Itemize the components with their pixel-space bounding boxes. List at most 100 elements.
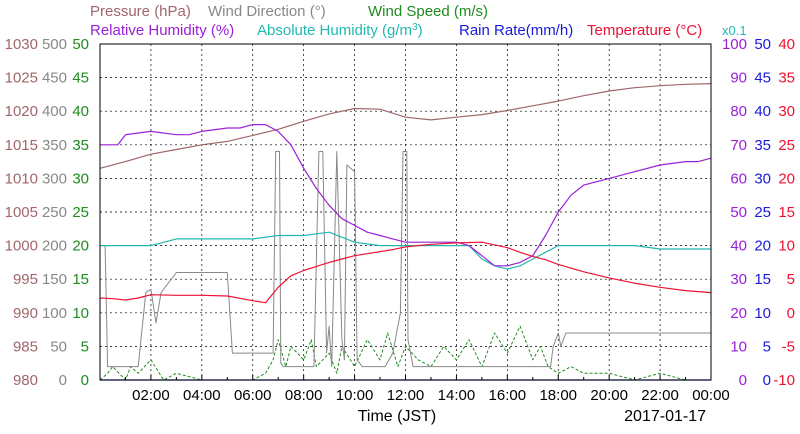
y-tick-label-wind-direction: 500	[42, 36, 67, 53]
right-axes: 0102030405060708090100051015202530354045…	[722, 36, 795, 389]
y-tick-label-pressure: 1025	[5, 70, 38, 87]
y-tick-label-wind-direction: 250	[42, 204, 67, 221]
y-tick-label-rain-rate: 0	[763, 372, 771, 389]
legend-item: Wind Direction (°)	[208, 3, 326, 20]
legend-text-end: )	[418, 22, 423, 39]
y-tick-label-pressure: 1030	[5, 36, 38, 53]
y-tick-label-relative-humidity: 0	[739, 372, 747, 389]
y-tick-label-wind-speed: 50	[72, 36, 89, 53]
y-tick-label-temperature: -10	[773, 372, 795, 389]
x-tick-label: 00:00	[692, 387, 730, 404]
legend-text: Absolute Humidity (g/m	[257, 22, 412, 39]
x-tick-label: 10:00	[336, 387, 374, 404]
y-tick-label-wind-speed: 30	[72, 170, 89, 187]
y-tick-label-rain-rate: 10	[754, 305, 771, 322]
y-tick-label-wind-direction: 50	[50, 338, 67, 355]
legend: Pressure (hPa) Wind Direction (°) Wind Spe…	[90, 3, 747, 39]
y-tick-label-pressure: 995	[13, 271, 38, 288]
y-tick-label-relative-humidity: 40	[730, 238, 747, 255]
y-tick-label-relative-humidity: 100	[722, 36, 747, 53]
x-tick-label: 02:00	[132, 387, 170, 404]
y-tick-label-pressure: 1020	[5, 103, 38, 120]
y-tick-label-wind-direction: 150	[42, 271, 67, 288]
y-tick-label-rain-rate: 15	[754, 271, 771, 288]
date-label: 2017-01-17	[624, 408, 706, 425]
y-tick-label-wind-speed: 10	[72, 305, 89, 322]
x-tick-label: 08:00	[285, 387, 323, 404]
legend-superscript: 3	[412, 22, 418, 33]
y-tick-label-rain-rate: 20	[754, 238, 771, 255]
legend-text: Wind Direction (°)	[208, 3, 326, 20]
y-tick-label-temperature: 35	[778, 70, 795, 87]
y-tick-label-relative-humidity: 60	[730, 170, 747, 187]
y-tick-label-temperature: 30	[778, 103, 795, 120]
y-tick-label-rain-rate: 5	[763, 338, 771, 355]
y-tick-label-wind-speed: 15	[72, 271, 89, 288]
y-tick-label-relative-humidity: 30	[730, 271, 747, 288]
y-tick-label-wind-direction: 400	[42, 103, 67, 120]
y-tick-label-wind-direction: 0	[59, 372, 67, 389]
x-tick-label: 18:00	[539, 387, 577, 404]
series-line-wind-direction	[100, 151, 711, 368]
y-tick-label-pressure: 990	[13, 305, 38, 322]
y-tick-label-pressure: 1000	[5, 238, 38, 255]
y-tick-label-temperature: 40	[778, 36, 795, 53]
y-tick-label-relative-humidity: 80	[730, 103, 747, 120]
y-tick-label-wind-direction: 350	[42, 137, 67, 154]
y-tick-label-temperature: 5	[787, 271, 795, 288]
y-tick-label-temperature: 10	[778, 238, 795, 255]
y-tick-label-rain-rate: 35	[754, 137, 771, 154]
y-tick-label-rain-rate: 30	[754, 170, 771, 187]
series-line-temperature	[99, 241, 712, 304]
y-tick-label-pressure: 980	[13, 372, 38, 389]
y-tick-label-wind-speed: 20	[72, 238, 89, 255]
legend-text: Relative Humidity (%)	[90, 22, 234, 39]
x-tick-label: 20:00	[590, 387, 628, 404]
y-tick-label-wind-speed: 45	[72, 70, 89, 87]
legend-item: Temperature (°C)	[587, 22, 702, 39]
y-tick-label-temperature: 15	[778, 204, 795, 221]
x-tick-label: 22:00	[641, 387, 679, 404]
x-tick-label: 04:00	[183, 387, 221, 404]
x-tick-label: 12:00	[387, 387, 425, 404]
legend-text: Pressure (hPa)	[90, 3, 191, 20]
y-tick-label-rain-rate: 25	[754, 204, 771, 221]
legend-text: Wind Speed (m/s)	[368, 3, 488, 20]
y-tick-label-wind-speed: 40	[72, 103, 89, 120]
x-tick-label: 16:00	[489, 387, 527, 404]
y-tick-label-wind-direction: 300	[42, 170, 67, 187]
y-tick-label-relative-humidity: 20	[730, 305, 747, 322]
y-tick-label-temperature: 0	[787, 305, 795, 322]
y-tick-label-wind-speed: 25	[72, 204, 89, 221]
x-tick-label: 06:00	[234, 387, 272, 404]
y-tick-label-pressure: 1010	[5, 170, 38, 187]
y-tick-label-temperature: -5	[782, 338, 795, 355]
x-axis-label: Time (JST)	[358, 408, 437, 425]
legend-item: x0.1	[722, 23, 747, 38]
y-tick-label-wind-direction: 200	[42, 238, 67, 255]
y-tick-label-temperature: 25	[778, 137, 795, 154]
legend-text: Rain Rate(mm/h)	[459, 22, 573, 39]
y-tick-label-pressure: 1005	[5, 204, 38, 221]
y-tick-label-relative-humidity: 10	[730, 338, 747, 355]
series-line-wind-speed	[100, 231, 711, 270]
legend-item: Pressure (hPa)	[90, 3, 191, 20]
y-tick-label-wind-speed: 5	[81, 338, 89, 355]
y-tick-label-rain-rate: 50	[754, 36, 771, 53]
legend-item: Relative Humidity (%)	[90, 22, 234, 39]
legend-text: Temperature (°C)	[587, 22, 702, 39]
legend-item: Rain Rate(mm/h)	[459, 22, 573, 39]
y-tick-label-rain-rate: 40	[754, 103, 771, 120]
y-tick-label-rain-rate: 45	[754, 70, 771, 87]
y-tick-label-pressure: 985	[13, 338, 38, 355]
legend-item: Wind Speed (m/s)	[368, 3, 488, 20]
left-axes: 9809859909951000100510101015102010251030…	[5, 36, 89, 389]
y-tick-label-wind-speed: 0	[81, 372, 89, 389]
y-tick-label-temperature: 20	[778, 170, 795, 187]
legend-item: Absolute Humidity (g/m3)	[257, 22, 423, 40]
x-axis-ticks: 02:00 04:00 06:00 08:00 10:00 12:00 14:00 16:00…	[124, 375, 730, 404]
y-tick-label-relative-humidity: 90	[730, 70, 747, 87]
y-tick-label-wind-direction: 450	[42, 70, 67, 87]
